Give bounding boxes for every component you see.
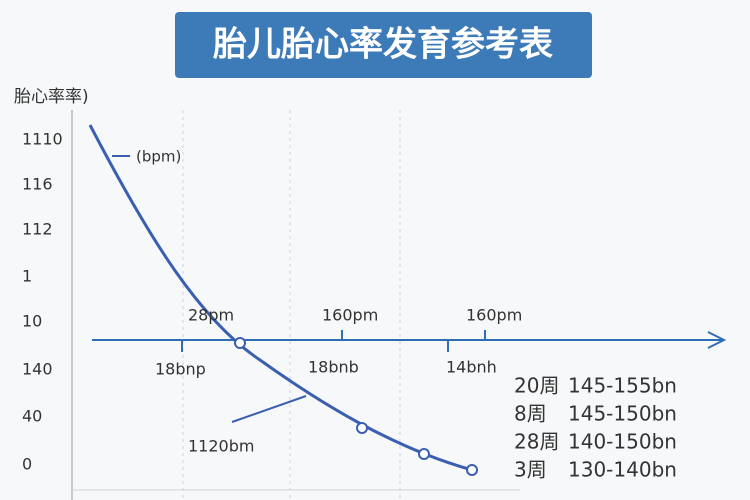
legend-label: (bpm)	[136, 148, 181, 166]
tick-label: 40	[22, 407, 42, 426]
point	[234, 337, 246, 349]
row-week: 3周	[514, 458, 547, 482]
tick-label: 10	[22, 312, 42, 331]
grid	[71, 110, 520, 500]
row-range: 130-140bn	[568, 458, 677, 482]
tick-label: 1110	[22, 130, 63, 149]
axis-arrow	[707, 331, 727, 349]
reference-table: 20周 145-155bn 8周 145-150bn 28周 140-150bn 3周 130…	[514, 374, 677, 482]
axis-ticks	[181, 330, 486, 352]
points	[234, 337, 478, 476]
annotation: 28pm	[188, 306, 234, 325]
row-week: 8周	[514, 402, 547, 426]
row-range: 140-150bn	[568, 430, 677, 454]
title-box	[175, 12, 592, 78]
tick-label: 1	[22, 267, 32, 286]
row-range: 145-150bn	[568, 402, 677, 426]
point	[466, 464, 478, 476]
axis-label: 胎心率率)	[14, 87, 89, 107]
annotation: 160pm	[322, 306, 378, 325]
title: 胎儿胎心率发育参考表	[213, 25, 553, 65]
point	[418, 448, 430, 460]
row-range: 145-155bn	[568, 374, 677, 398]
row-week: 20周	[514, 374, 559, 398]
tick-label: 140	[22, 360, 53, 379]
tick-labels: 1110 116 112 1 10 140 40 0	[22, 130, 63, 474]
annotation: 18bnb	[308, 358, 359, 377]
annotation: 160pm	[466, 306, 522, 325]
annotation: 1120bm	[188, 437, 254, 456]
row-week: 28周	[514, 430, 559, 454]
pointer	[231, 395, 307, 423]
point	[356, 422, 368, 434]
tick-label: 112	[22, 220, 53, 239]
curve	[88, 124, 473, 472]
tick-label: 116	[22, 175, 53, 194]
annotation: 14bnh	[446, 358, 497, 377]
annotation: 18bnp	[155, 360, 206, 379]
tick-label: 0	[22, 455, 32, 474]
annotations: 28pm 160pm 160pm 18bnp 18bnb 14bnh 1120bm	[155, 306, 522, 456]
